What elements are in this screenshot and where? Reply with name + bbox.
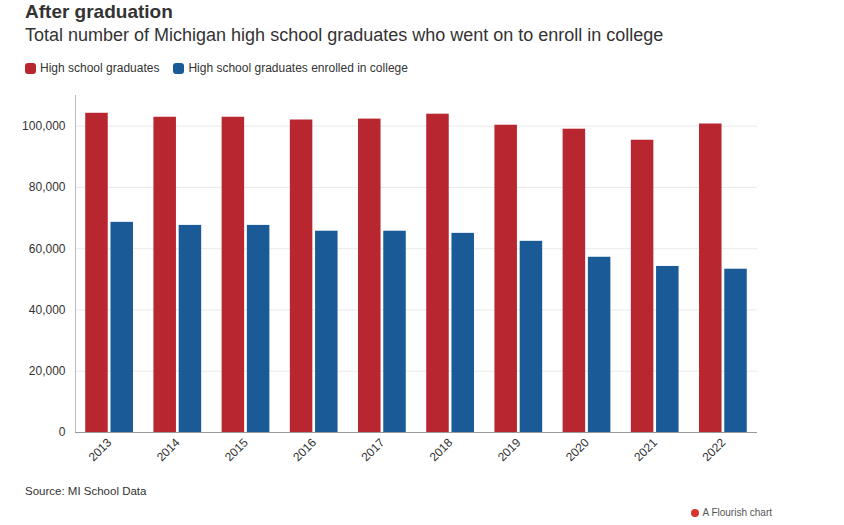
svg-text:2013: 2013 — [86, 435, 115, 464]
html-text:High school graduates: High school graduates — [40, 61, 160, 75]
svg-text:2021: 2021 — [631, 435, 660, 464]
html-text:High school graduates enrolled: High school graduates enrolled in colleg… — [188, 61, 408, 75]
svg-text:2014: 2014 — [154, 435, 183, 464]
svg-text:2017: 2017 — [358, 435, 387, 464]
html-text:Source: MI School Data: Source: MI School Data — [25, 485, 147, 497]
svg-text:2018: 2018 — [427, 435, 456, 464]
svg-text:80,000: 80,000 — [29, 180, 66, 194]
svg-text:100,000: 100,000 — [22, 119, 66, 133]
svg-text:2016: 2016 — [290, 435, 319, 464]
html-text:Total number of Michigan high: Total number of Michigan high school gra… — [25, 25, 664, 45]
svg-text:2015: 2015 — [222, 435, 251, 464]
svg-text:0: 0 — [59, 425, 66, 439]
svg-text:2020: 2020 — [563, 435, 592, 464]
svg-text:2022: 2022 — [699, 435, 728, 464]
html-text:A Flourish chart: A Flourish chart — [702, 507, 772, 518]
svg-text:20,000: 20,000 — [29, 364, 66, 378]
svg-text:40,000: 40,000 — [29, 303, 66, 317]
svg-text:2019: 2019 — [495, 435, 524, 464]
svg-text:60,000: 60,000 — [29, 242, 66, 256]
html-text:After graduation: After graduation — [25, 1, 173, 22]
